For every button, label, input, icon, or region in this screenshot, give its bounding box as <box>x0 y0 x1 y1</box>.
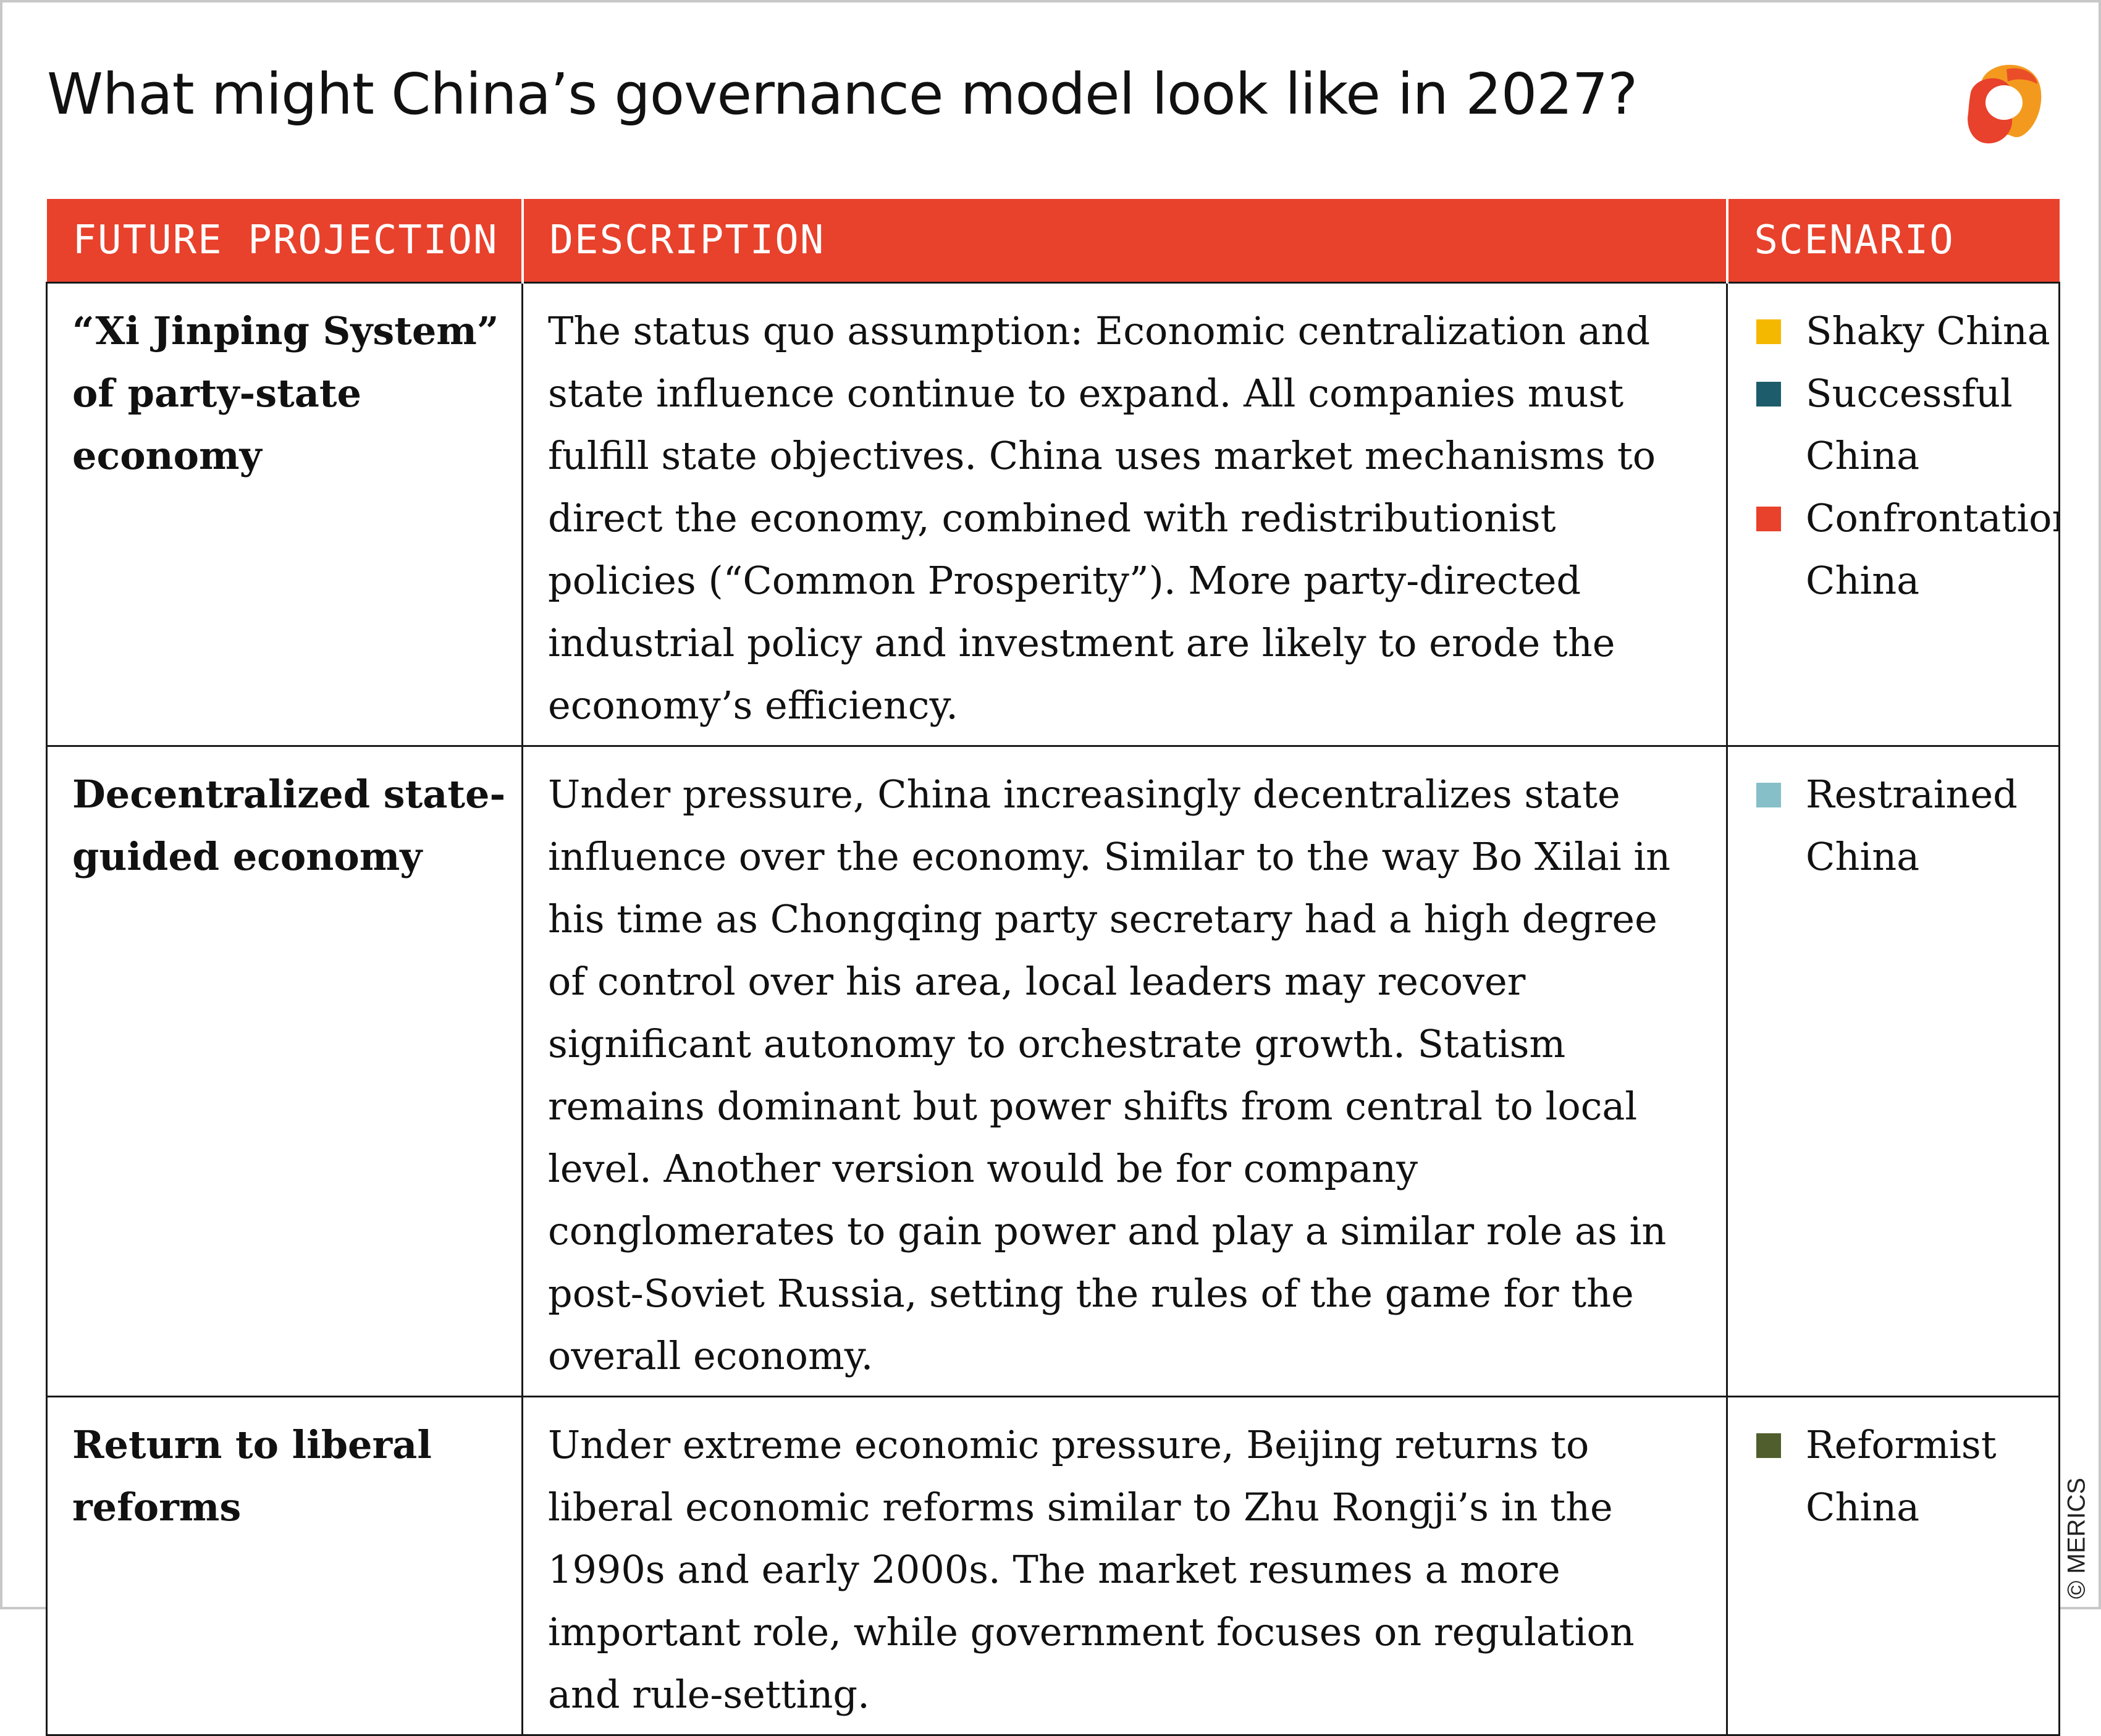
description-cell: Under extreme economic pressure, Beijing… <box>521 1396 1728 1736</box>
header-scenario: SCENARIO <box>1725 199 2060 283</box>
scenario-color-square-icon <box>1756 783 1781 807</box>
scenario-item: Reformist China <box>1756 1414 2052 1538</box>
description-cell: The status quo assumption: Economic cent… <box>521 282 1728 747</box>
projection-table: FUTURE PROJECTION DESCRIPTION SCENARIO “… <box>46 199 2060 1736</box>
header-description: DESCRIPTION <box>521 199 1727 283</box>
scenario-label: Shaky China <box>1806 308 2050 353</box>
scenario-cell: Restrained China <box>1726 745 2060 1397</box>
scenario-item: Restrained China <box>1756 763 2052 888</box>
scenario-item: Successful China <box>1756 362 2052 487</box>
table-header-row: FUTURE PROJECTION DESCRIPTION SCENARIO <box>46 199 2060 283</box>
header-future-projection: FUTURE PROJECTION <box>46 199 523 283</box>
scenario-color-square-icon <box>1756 1433 1781 1458</box>
scenario-item: Confrontational China <box>1756 487 2058 612</box>
scenario-color-square-icon <box>1756 319 1781 344</box>
scenario-label: Reformist China <box>1806 1422 1997 1530</box>
scenario-item: Shaky China <box>1756 300 2052 362</box>
copyright-text: © MERICS <box>2063 1477 2090 1599</box>
table-row: Return to liberal reforms Under extreme … <box>46 1396 2060 1736</box>
scenario-cell: Shaky China Successful China Confrontati… <box>1726 282 2060 747</box>
table-row: Decentralized state-guided economy Under… <box>46 745 2060 1397</box>
scenario-cell: Reformist China <box>1726 1396 2060 1736</box>
scenario-label: Restrained China <box>1806 772 2018 879</box>
scenario-label: Confrontational China <box>1806 495 2058 603</box>
merics-logo-icon <box>1968 64 2042 144</box>
copyright-notice: © MERICS <box>2058 1470 2095 1606</box>
projection-cell: “Xi Jinping System” of party-state econo… <box>46 282 523 747</box>
table-row: “Xi Jinping System” of party-state econo… <box>46 282 2060 747</box>
scenario-color-square-icon <box>1756 382 1781 407</box>
projection-cell: Decentralized state-guided economy <box>46 745 523 1397</box>
scenario-label: Successful China <box>1806 371 2013 478</box>
projection-cell: Return to liberal reforms <box>46 1396 523 1736</box>
description-cell: Under pressure, China increasingly decen… <box>521 745 1728 1397</box>
page-title: What might China’s governance model look… <box>47 61 1638 127</box>
scenario-color-square-icon <box>1756 507 1781 531</box>
